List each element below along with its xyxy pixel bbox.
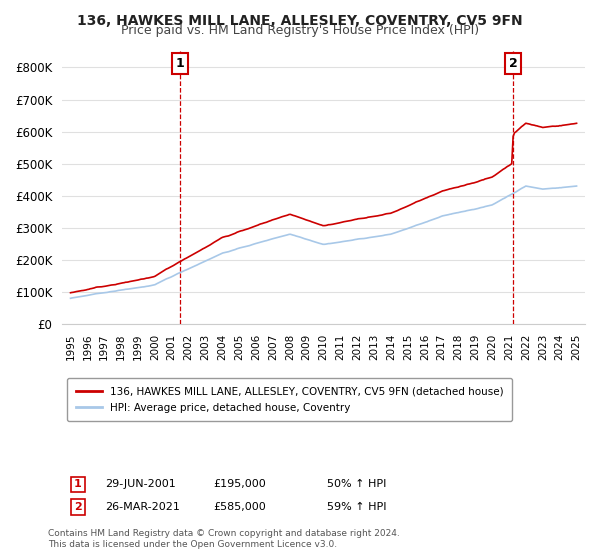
- Text: This data is licensed under the Open Government Licence v3.0.: This data is licensed under the Open Gov…: [48, 540, 337, 549]
- Text: 2: 2: [74, 502, 82, 512]
- Text: £195,000: £195,000: [213, 479, 266, 489]
- Text: £585,000: £585,000: [213, 502, 266, 512]
- Legend: 136, HAWKES MILL LANE, ALLESLEY, COVENTRY, CV5 9FN (detached house), HPI: Averag: 136, HAWKES MILL LANE, ALLESLEY, COVENTR…: [67, 378, 512, 421]
- Text: 59% ↑ HPI: 59% ↑ HPI: [327, 502, 386, 512]
- Text: Price paid vs. HM Land Registry's House Price Index (HPI): Price paid vs. HM Land Registry's House …: [121, 24, 479, 37]
- Text: 1: 1: [74, 479, 82, 489]
- Text: 136, HAWKES MILL LANE, ALLESLEY, COVENTRY, CV5 9FN: 136, HAWKES MILL LANE, ALLESLEY, COVENTR…: [77, 14, 523, 28]
- Text: Contains HM Land Registry data © Crown copyright and database right 2024.: Contains HM Land Registry data © Crown c…: [48, 529, 400, 538]
- Text: 26-MAR-2021: 26-MAR-2021: [105, 502, 180, 512]
- Text: 2: 2: [509, 57, 517, 70]
- Text: 29-JUN-2001: 29-JUN-2001: [105, 479, 176, 489]
- Text: 50% ↑ HPI: 50% ↑ HPI: [327, 479, 386, 489]
- Text: 1: 1: [176, 57, 184, 70]
